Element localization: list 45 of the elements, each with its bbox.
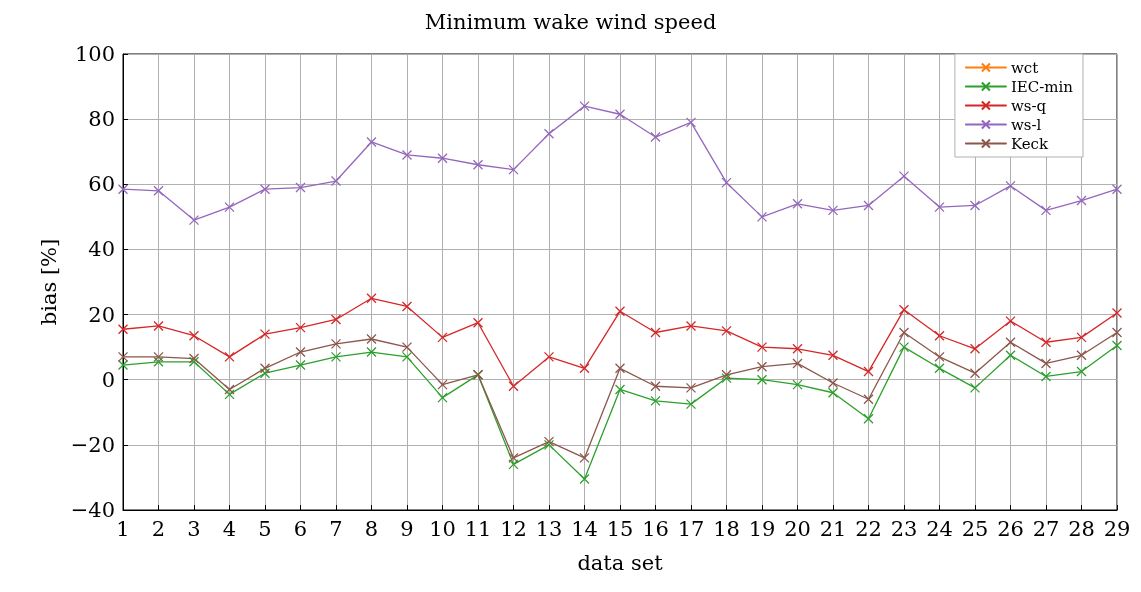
y-tick-label: 100: [74, 42, 115, 66]
x-tick-label: 27: [1032, 516, 1060, 541]
y-tick-label: −40: [70, 498, 115, 522]
x-tick-label: 5: [258, 516, 272, 541]
x-tick-label: 15: [606, 516, 634, 541]
x-tick-label: 4: [222, 516, 237, 541]
x-tick-label: 6: [293, 516, 308, 541]
x-tick-label: 29: [1103, 516, 1131, 541]
legend-label: ws-l: [1010, 115, 1042, 134]
x-tick-label: 23: [890, 516, 918, 541]
x-tick-label: 12: [500, 516, 527, 541]
x-tick-label: 26: [997, 516, 1024, 541]
y-tick-label: 80: [88, 107, 115, 132]
x-tick-label: 8: [364, 516, 379, 541]
x-tick-label: 7: [329, 516, 343, 541]
x-tick-label: 25: [961, 516, 989, 541]
x-tick-label: 19: [748, 516, 776, 541]
legend-label: ws-q: [1010, 96, 1047, 115]
x-tick-label: 20: [784, 516, 811, 541]
y-tick-label: 60: [88, 172, 115, 197]
x-tick-label: 22: [855, 516, 882, 541]
x-tick-label: 18: [713, 516, 740, 541]
x-tick-label: 17: [677, 516, 705, 541]
x-tick-label: 10: [429, 516, 456, 541]
legend-label: wct: [1010, 58, 1039, 77]
x-tick-label: 14: [571, 516, 598, 541]
x-tick-label: 24: [926, 516, 953, 541]
x-tick-label: 16: [642, 516, 669, 541]
y-tick-label: 40: [88, 237, 115, 262]
legend-label: IEC-min: [1010, 77, 1074, 96]
x-axis-title: data set: [577, 550, 664, 575]
legend-label: Keck: [1010, 134, 1049, 153]
x-tick-label: 9: [400, 516, 414, 541]
y-tick-label: −20: [70, 432, 115, 457]
chart-title: Minimum wake wind speed: [424, 9, 717, 34]
x-tick-label: 28: [1068, 516, 1095, 541]
x-tick-label: 3: [187, 516, 201, 541]
x-tick-label: 1: [116, 516, 130, 541]
x-tick-label: 13: [535, 516, 563, 541]
y-tick-label: 0: [101, 367, 115, 392]
y-axis-title: bias [%]: [36, 238, 61, 326]
x-tick-label: 11: [464, 516, 492, 541]
y-tick-label: 20: [88, 302, 115, 327]
x-tick-label: 21: [819, 516, 847, 541]
x-tick-label: 2: [151, 516, 166, 541]
